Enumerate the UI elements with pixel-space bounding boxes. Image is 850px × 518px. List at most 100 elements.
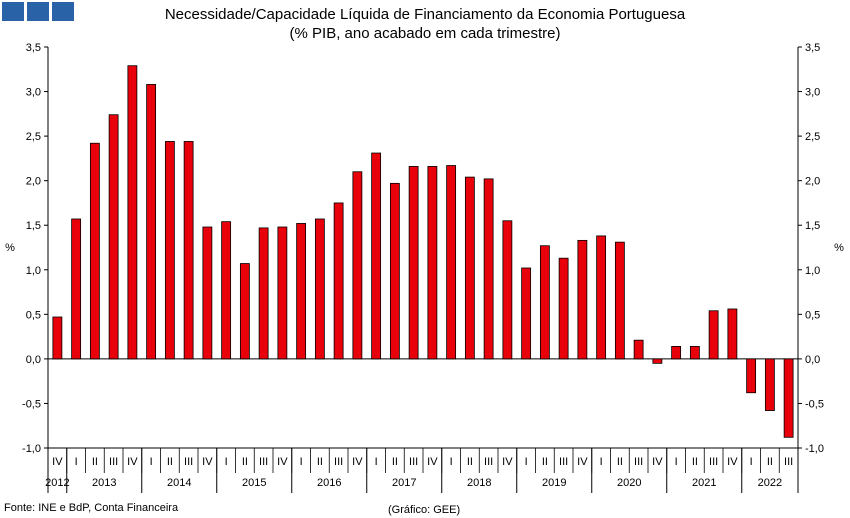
quarter-label: I xyxy=(225,456,228,468)
year-label: 2018 xyxy=(467,477,491,489)
quarter-label: IV xyxy=(52,456,63,468)
y-tick-label-right: 2,0 xyxy=(805,176,820,188)
logo-block xyxy=(2,2,24,21)
bar xyxy=(521,267,532,360)
bar xyxy=(577,239,588,360)
source-note: Fonte: INE e BdP, Conta Financeira xyxy=(4,502,179,514)
chart-subtitle: (% PIB, ano acabado em cada trimestre) xyxy=(289,25,561,42)
y-tick-label-left: 1,0 xyxy=(26,265,41,277)
quarter-label: I xyxy=(75,456,78,468)
bar xyxy=(446,165,457,360)
bar xyxy=(89,142,100,360)
bar xyxy=(127,65,138,360)
quarter-label: II xyxy=(467,456,473,468)
bar xyxy=(727,308,738,360)
bar xyxy=(202,226,213,360)
bar xyxy=(539,245,550,360)
quarter-label: II xyxy=(167,456,173,468)
quarter-label: II xyxy=(92,456,98,468)
bar xyxy=(108,114,119,360)
chart-title: Necessidade/Capacidade Líquida de Financ… xyxy=(164,6,686,23)
quarter-label: III xyxy=(634,456,643,468)
quarter-label: III xyxy=(784,456,793,468)
quarter-label: III xyxy=(559,456,568,468)
bar xyxy=(633,339,644,360)
y-tick-label-left: 3,5 xyxy=(26,42,41,54)
quarter-label: IV xyxy=(502,456,513,468)
bar xyxy=(464,176,475,360)
logo-block xyxy=(52,2,74,21)
bar xyxy=(708,310,719,360)
y-tick-label-right: -1,0 xyxy=(805,443,824,455)
quarter-label: III xyxy=(109,456,118,468)
bar xyxy=(146,84,157,360)
quarter-label: IV xyxy=(427,456,438,468)
quarter-label: IV xyxy=(352,456,363,468)
bar xyxy=(333,202,344,360)
bar xyxy=(277,226,288,360)
year-label: 2012 xyxy=(45,477,69,489)
bar xyxy=(427,166,438,360)
year-label: 2019 xyxy=(542,477,566,489)
y-tick-label-right: 0,0 xyxy=(805,354,820,366)
y-tick-label-right: 1,0 xyxy=(805,265,820,277)
y-tick-label-left: 2,0 xyxy=(26,176,41,188)
y-tick-label-left: 0,0 xyxy=(26,354,41,366)
bar xyxy=(352,171,363,360)
quarter-label: IV xyxy=(277,456,288,468)
bar xyxy=(783,358,794,438)
bar xyxy=(746,358,757,394)
quarter-label: I xyxy=(675,456,678,468)
bar xyxy=(614,241,625,360)
y-tick-label-right: 3,0 xyxy=(805,87,820,99)
bar xyxy=(764,358,775,411)
gee-logo xyxy=(2,2,74,21)
quarter-label: I xyxy=(525,456,528,468)
quarter-label: II xyxy=(767,456,773,468)
year-label: 2020 xyxy=(617,477,641,489)
bar xyxy=(164,141,175,360)
bar xyxy=(689,346,700,360)
quarter-label: I xyxy=(750,456,753,468)
y-tick-label-left: 2,5 xyxy=(26,131,41,143)
y-axis-label-left: % xyxy=(5,242,15,254)
year-label: 2013 xyxy=(92,477,116,489)
bar xyxy=(71,218,82,360)
logo-block xyxy=(27,2,49,21)
quarter-label: II xyxy=(542,456,548,468)
quarter-label: I xyxy=(300,456,303,468)
quarter-label: IV xyxy=(727,456,738,468)
bar xyxy=(258,227,269,360)
y-tick-label-right: 0,5 xyxy=(805,309,820,321)
quarter-label: III xyxy=(409,456,418,468)
y-tick-label-left: 1,5 xyxy=(26,220,41,232)
quarter-label: III xyxy=(709,456,718,468)
quarter-label: IV xyxy=(127,456,138,468)
quarter-label: III xyxy=(259,456,268,468)
y-tick-label-left: -1,0 xyxy=(22,443,41,455)
bar xyxy=(296,223,307,360)
y-tick-label-left: 0,5 xyxy=(26,309,41,321)
bar xyxy=(52,316,63,360)
bar xyxy=(596,235,607,360)
bar xyxy=(652,358,663,364)
y-tick-label-right: 1,5 xyxy=(805,220,820,232)
bar xyxy=(221,221,232,360)
y-tick-label-right: -0,5 xyxy=(805,398,824,410)
quarter-label: III xyxy=(184,456,193,468)
chart-credit: (Gráfico: GEE) xyxy=(388,504,461,516)
bar xyxy=(239,263,250,360)
year-label: 2021 xyxy=(692,477,716,489)
year-label: 2016 xyxy=(317,477,341,489)
bar xyxy=(502,220,513,360)
quarter-label: I xyxy=(375,456,378,468)
quarter-label: I xyxy=(600,456,603,468)
quarter-label: IV xyxy=(652,456,663,468)
year-label: 2022 xyxy=(758,477,782,489)
bar xyxy=(408,166,419,360)
year-label: 2015 xyxy=(242,477,266,489)
y-tick-label-left: 3,0 xyxy=(26,87,41,99)
bar xyxy=(183,141,194,360)
y-tick-label-right: 2,5 xyxy=(805,131,820,143)
